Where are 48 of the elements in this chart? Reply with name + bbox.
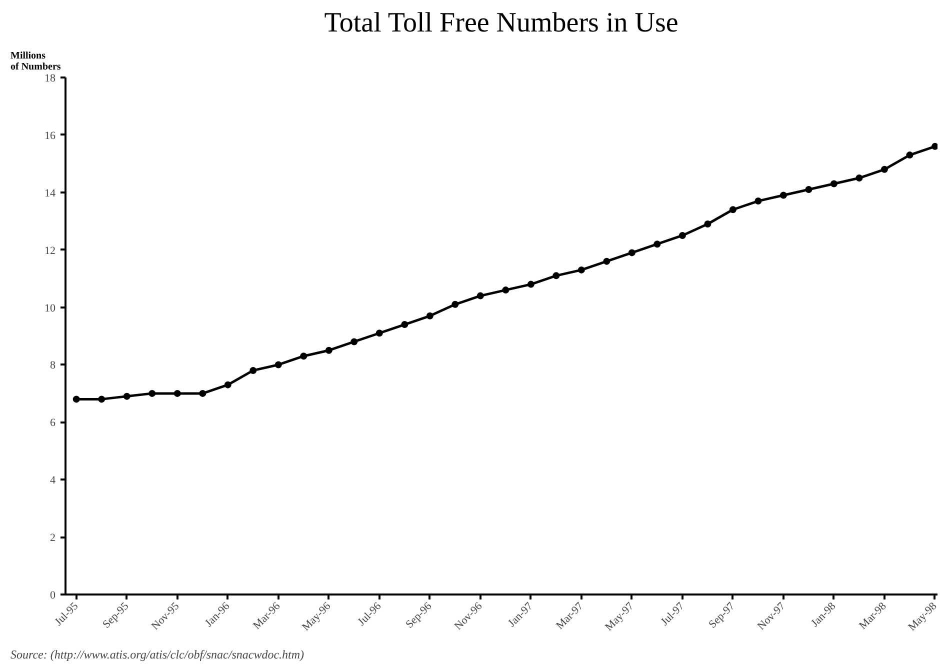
point	[578, 266, 585, 274]
point	[148, 390, 156, 397]
point	[880, 166, 888, 173]
source-note: Source: (http://www.atis.org/atis/clc/obf/snac/snacwdoc.htm)	[10, 648, 304, 662]
point	[123, 392, 130, 400]
point	[527, 280, 534, 288]
point	[199, 390, 206, 397]
point	[856, 174, 863, 182]
point	[376, 330, 383, 337]
point	[830, 180, 838, 188]
point	[174, 390, 181, 397]
point	[426, 312, 434, 320]
point	[274, 361, 282, 368]
point	[628, 249, 636, 256]
point	[780, 192, 787, 199]
y-tick-label: 12	[44, 244, 56, 257]
y-tick-label: 8	[50, 360, 56, 372]
y-tick-label: 2	[50, 532, 56, 544]
point	[325, 346, 332, 354]
point	[729, 206, 736, 214]
point	[654, 240, 661, 248]
point	[250, 366, 257, 374]
point	[704, 220, 712, 228]
point	[603, 258, 610, 265]
point	[906, 152, 914, 159]
point	[350, 338, 358, 346]
y-tick-label: 14	[44, 187, 56, 200]
point	[300, 352, 308, 360]
y-tick-label: 4	[50, 474, 56, 487]
y-axis-title: Millions of Numbers	[10, 50, 61, 72]
point	[502, 286, 510, 294]
point	[452, 300, 459, 308]
point	[72, 396, 80, 403]
point	[476, 292, 484, 300]
y-tick-label: 6	[50, 417, 56, 430]
point	[678, 232, 686, 239]
point	[224, 381, 232, 388]
y-tick-label: 16	[44, 130, 56, 142]
y-tick-label: 0	[50, 590, 56, 602]
chart-title: Total Toll Free Numbers in Use	[324, 8, 678, 38]
point	[401, 321, 408, 328]
point	[931, 142, 938, 150]
point	[552, 272, 560, 280]
point	[754, 198, 762, 204]
y-tick-label: 10	[44, 302, 56, 314]
point	[98, 396, 106, 403]
point	[805, 186, 812, 194]
y-tick-label: 18	[44, 72, 56, 84]
